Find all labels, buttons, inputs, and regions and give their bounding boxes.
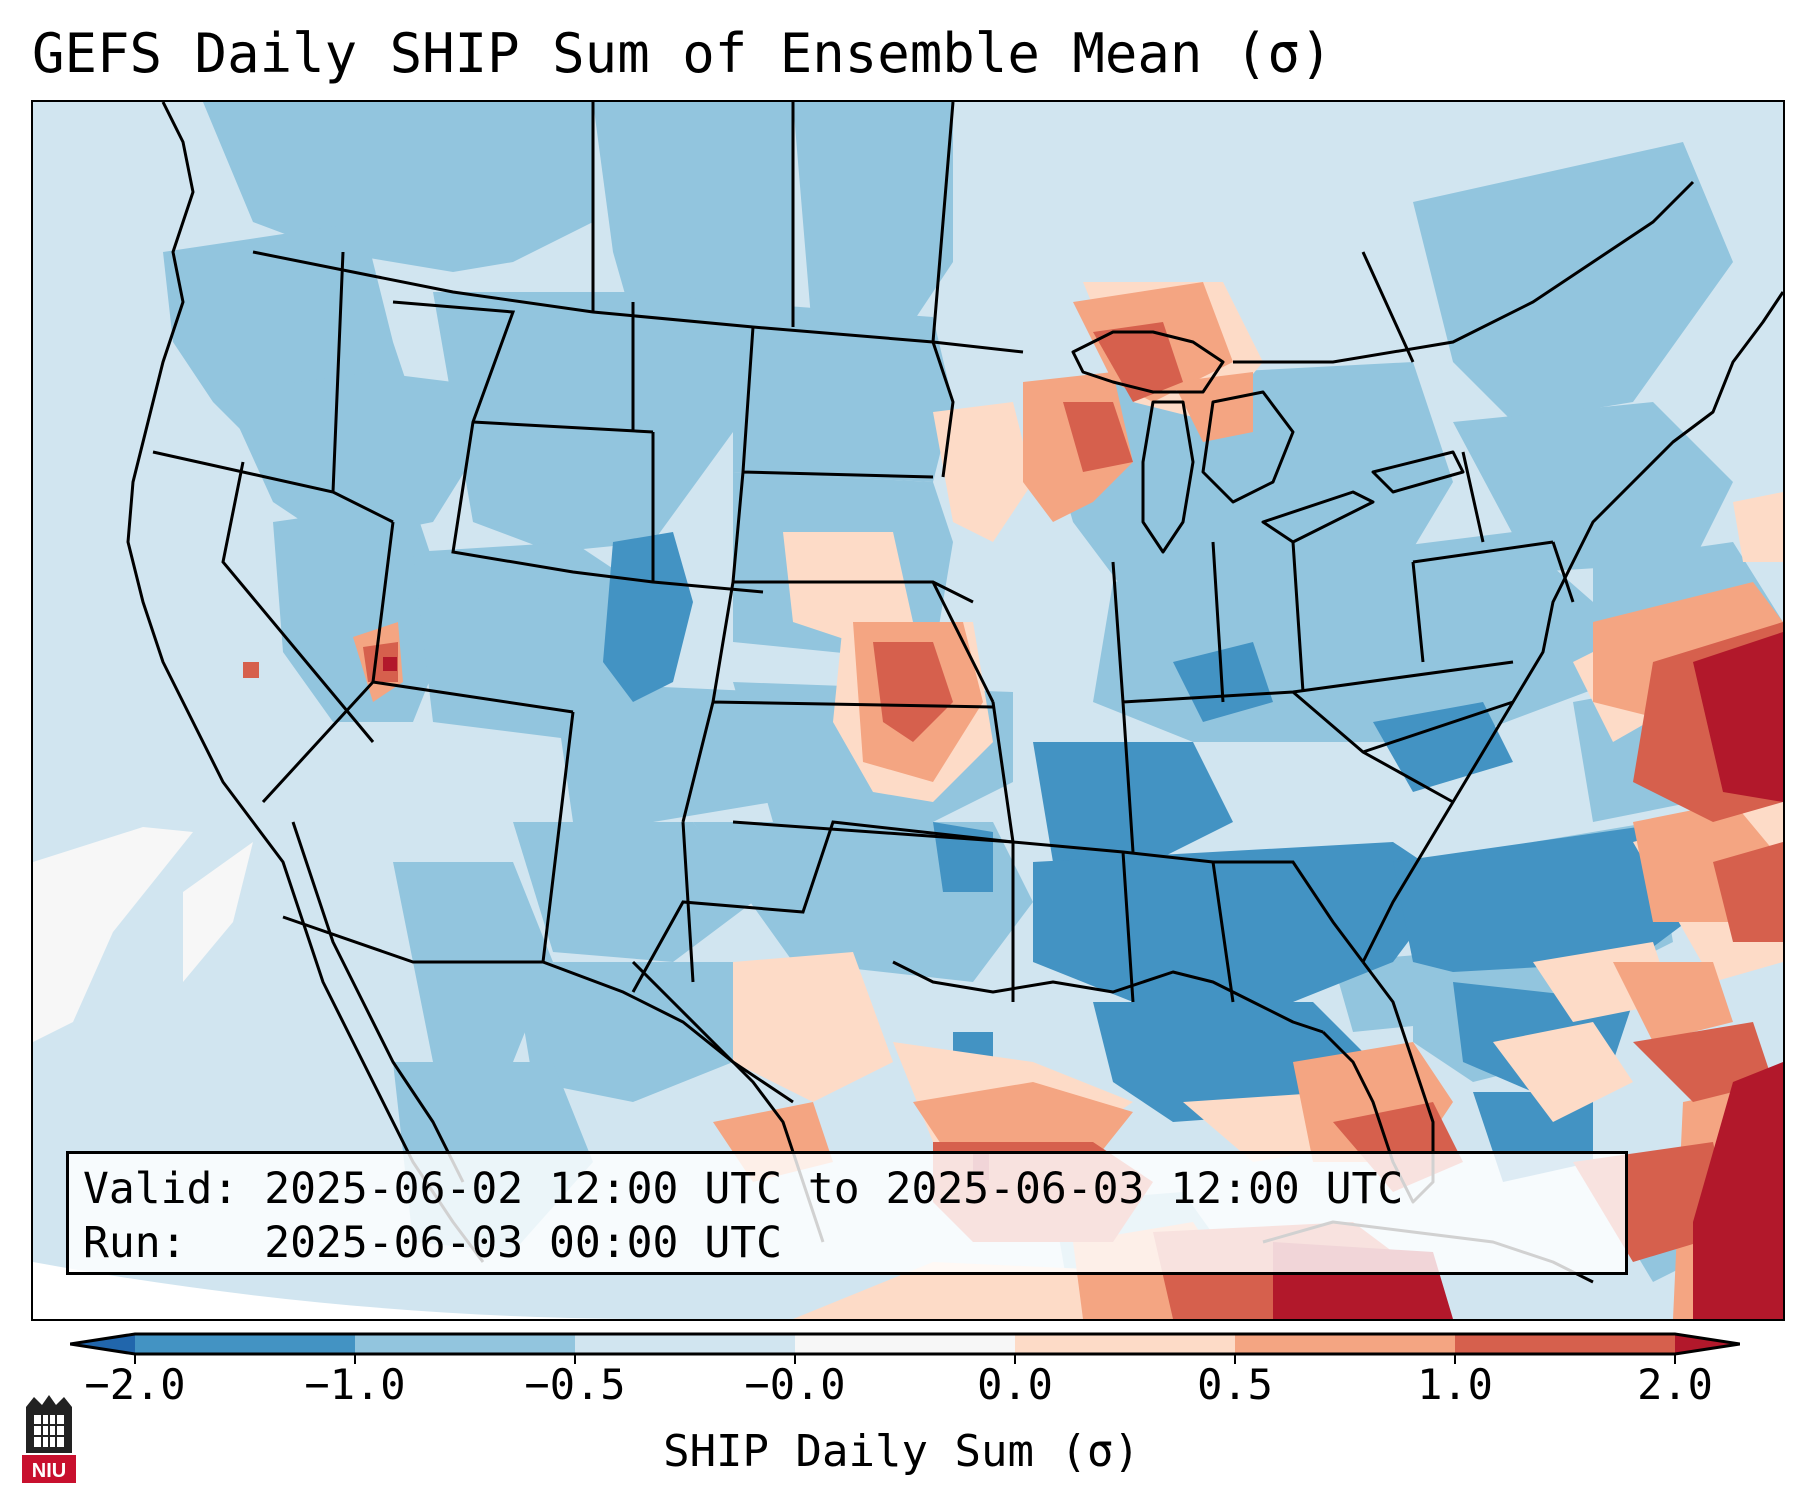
colorbar xyxy=(70,1332,1740,1364)
pacific-coast xyxy=(126,102,485,1263)
projection-edge xyxy=(33,1262,633,1319)
pacific-neutral-area xyxy=(33,827,253,1042)
colorbar-tick-label: 0.5 xyxy=(1197,1360,1273,1409)
run-label: Run: xyxy=(83,1218,187,1268)
colorbar-tick-label: −1.0 xyxy=(304,1360,406,1409)
colorbar-extend-low xyxy=(70,1334,135,1354)
atlantic-coast xyxy=(1361,291,1783,963)
colorbar-tick-label: 0.0 xyxy=(977,1360,1053,1409)
us-canada-border xyxy=(252,180,1695,364)
map-svg xyxy=(33,102,1783,1319)
colorbar-bin xyxy=(355,1334,576,1354)
canada-province-borders xyxy=(591,102,1415,363)
gulf-coast-us xyxy=(892,960,1324,1034)
colorbar-tick-label: 1.0 xyxy=(1417,1360,1493,1409)
colorbar-tick-label: 2.0 xyxy=(1637,1360,1713,1409)
run-time-text: 2025-06-03 00:00 UTC xyxy=(264,1218,782,1268)
great-lakes-erie xyxy=(1261,490,1375,544)
state-borders-west xyxy=(152,251,764,804)
colorbar-bin xyxy=(575,1334,796,1354)
valid-time-text: 2025-06-02 12:00 UTC to 2025-06-03 12:00… xyxy=(264,1164,1404,1214)
colorbar-tick-labels: −2.0 −1.0 −0.5 −0.0 0.0 0.5 1.0 2.0 xyxy=(0,1360,1803,1420)
map-panel xyxy=(31,100,1785,1321)
colorbar-bin xyxy=(1235,1334,1456,1354)
colorbar-bin xyxy=(1015,1334,1236,1354)
colorbar-bin xyxy=(135,1334,356,1354)
colorbar-extend-high xyxy=(1675,1334,1740,1354)
colorbar-tick-label: −0.5 xyxy=(524,1360,626,1409)
colorbar-bins xyxy=(70,1334,1740,1354)
political-borders xyxy=(152,102,1695,1104)
valid-label: Valid: xyxy=(83,1164,239,1214)
map-title: GEFS Daily SHIP Sum of Ensemble Mean (σ) xyxy=(32,22,1333,85)
state-borders-south xyxy=(541,711,1365,1003)
colorbar-tick-label: −0.0 xyxy=(744,1360,846,1409)
great-lakes-huron xyxy=(1201,390,1295,504)
svg-text:NIU: NIU xyxy=(32,1460,66,1482)
valid-time-box: Valid: 2025-06-02 12:00 UTC to 2025-06-0… xyxy=(66,1151,1628,1275)
great-lakes-michigan xyxy=(1141,400,1195,554)
colorbar-bin xyxy=(1455,1334,1676,1354)
baja-peninsula xyxy=(291,821,465,1183)
colorbar-bin xyxy=(795,1334,1016,1354)
great-lakes-ontario xyxy=(1371,450,1465,494)
colorbar-tick-label: −2.0 xyxy=(84,1360,186,1409)
great-lakes-superior xyxy=(1071,330,1225,394)
state-borders-east xyxy=(1111,451,1575,853)
colorbar-label: SHIP Daily Sum (σ) xyxy=(663,1426,1140,1477)
us-mexico-border xyxy=(282,915,794,1104)
colorbar-tickmarks xyxy=(134,1354,1676,1364)
niu-logo-icon: NIU xyxy=(22,1395,76,1483)
